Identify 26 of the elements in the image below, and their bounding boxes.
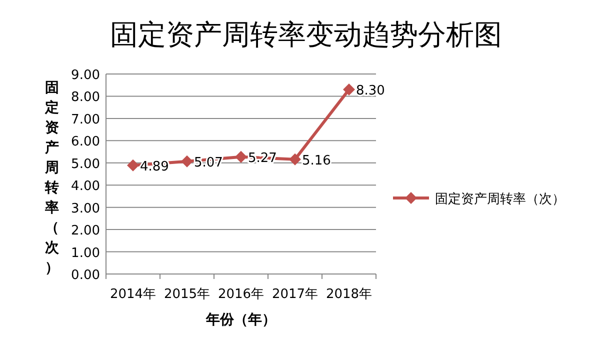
y-tick-label: 5.00 xyxy=(71,156,100,172)
text: 5.16 xyxy=(302,153,331,168)
x-tick-label: 2018年 xyxy=(326,287,372,302)
x-tick-label: 2016年 xyxy=(218,287,264,302)
y-tick-label: 2.00 xyxy=(71,224,100,239)
point xyxy=(343,84,355,96)
point xyxy=(289,153,301,166)
x-tick-label: 2015年 xyxy=(164,287,210,302)
text: 8.30 xyxy=(356,84,385,99)
y-tick-label: 8.00 xyxy=(71,90,100,106)
point xyxy=(127,159,139,172)
y-tick-label: 9.00 xyxy=(71,68,100,83)
y-tick-label: 7.00 xyxy=(71,112,100,128)
y-tick-label: 3.00 xyxy=(71,201,100,216)
y-tick-label: 0.00 xyxy=(71,268,100,283)
y-tick-label: 6.00 xyxy=(71,134,100,150)
x-axis-title: 年份（年） xyxy=(205,312,276,328)
y-tick-label: 1.00 xyxy=(71,246,100,261)
chart-title: 固定资产周转率变动趋势分析图 xyxy=(110,18,502,51)
x-tick-label: 2017年 xyxy=(272,287,318,302)
point xyxy=(181,155,193,168)
text: 固定资产周转率（次） xyxy=(45,80,59,276)
x-tick-label: 2014年 xyxy=(110,287,156,302)
legend-label: 固定资产周转率（次） xyxy=(435,191,565,207)
point xyxy=(235,150,247,163)
y-tick-label: 4.00 xyxy=(71,179,100,194)
